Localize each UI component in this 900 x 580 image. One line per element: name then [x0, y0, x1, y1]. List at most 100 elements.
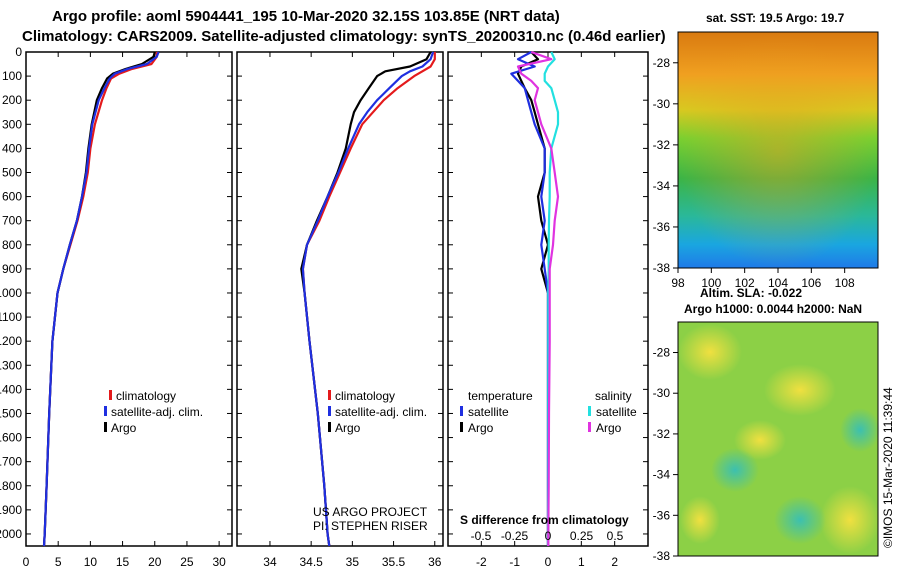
legend-label-satellite: satellite-adj. clim.: [111, 405, 203, 419]
depth-tick-label: 2000: [0, 527, 22, 541]
legend-swatch-satellite: [104, 406, 107, 416]
sst-y-tick-label: -32: [653, 138, 671, 152]
legend-label-sal-satellite: satellite: [596, 405, 637, 419]
legend-label-satellite: satellite-adj. clim.: [335, 405, 427, 419]
x-tick-label: 0: [545, 555, 552, 569]
sst-x-tick-label: 98: [671, 276, 685, 290]
legend-title-salinity: salinity: [595, 389, 632, 403]
salinity-diff-tick-label: -0.25: [501, 529, 529, 543]
sla-y-tick-label: -38: [653, 549, 671, 563]
x-tick-label: 34: [263, 555, 277, 569]
legend-label-argo: Argo: [335, 421, 361, 435]
depth-tick-label: 300: [2, 117, 22, 131]
depth-tick-label: 1800: [0, 479, 22, 493]
sst-map-panel: sat. SST: 19.5 Argo: 19.7 -28 -30 -32 -34 -3…: [653, 11, 879, 290]
depth-axis-labels: 0 100 200 300 400 500 600 700 800 900 1000 1100 1200…: [0, 45, 22, 541]
legend-title-temperature: temperature: [468, 389, 533, 403]
x-tick-label: 15: [116, 555, 130, 569]
depth-tick-label: 1400: [0, 382, 22, 396]
sla-y-tick-label: -36: [653, 508, 671, 522]
legend-swatch-argo: [328, 422, 331, 432]
sla-y-tick-label: -32: [653, 427, 671, 441]
depth-tick-label: 1900: [0, 503, 22, 517]
depth-tick-label: 600: [2, 190, 22, 204]
depth-tick-label: 200: [2, 93, 22, 107]
salinity-legend: climatology satellite-adj. clim. Argo: [328, 389, 427, 435]
x-tick-label: 30: [212, 555, 226, 569]
legend-swatch-climatology: [109, 390, 112, 400]
sst-x-tick-label: 104: [768, 276, 788, 290]
x-tick-label: 25: [180, 555, 194, 569]
salinity-diff-tick-label: 0.5: [607, 529, 624, 543]
depth-tick-label: 1200: [0, 334, 22, 348]
sla-map-panel: Altim. SLA: -0.022 Argo h1000: 0.0044 h2…: [653, 286, 880, 563]
series-line-satellite-adj-clim-: [301, 51, 435, 547]
legend-swatch-satellite: [328, 406, 331, 416]
salinity-frame: [236, 51, 444, 547]
legend-swatch-climatology: [328, 390, 331, 400]
sla-y-tick-label: -34: [653, 468, 671, 482]
sst-y-tick-label: -34: [653, 179, 671, 193]
sst-x-tick-label: 106: [801, 276, 821, 290]
depth-tick-label: 900: [2, 262, 22, 276]
depth-tick-label: 1300: [0, 358, 22, 372]
x-tick-label: 35.5: [382, 555, 406, 569]
credit-project: US ARGO PROJECT: [313, 505, 428, 519]
sst-y-tick-label: -36: [653, 220, 671, 234]
header-title: Argo profile: aoml 5904441_195 10-Mar-20…: [52, 8, 560, 25]
legend-swatch-temp-satellite: [460, 406, 463, 416]
sla-map-blobs: [678, 324, 880, 554]
sla-map-subtitle: Argo h1000: 0.0044 h2000: NaN: [684, 302, 862, 316]
sst-map-title: sat. SST: 19.5 Argo: 19.7: [706, 11, 845, 25]
credit-pi: PI: STEPHEN RISER: [313, 519, 428, 533]
x-tick-label: 10: [84, 555, 98, 569]
x-tick-label: 0: [23, 555, 30, 569]
sst-y-tick-label: -28: [653, 56, 671, 70]
difference-panel: -2 -1 0 1 2 temperature salinity satellite A…: [447, 50, 649, 569]
difference-legend: temperature salinity satellite Argo sate…: [460, 389, 637, 435]
depth-tick-label: 400: [2, 141, 22, 155]
sst-x-tick-label: 102: [735, 276, 755, 290]
x-tick-label: 1: [578, 555, 585, 569]
legend-swatch-sal-argo: [588, 422, 591, 432]
salinity-diff-tick-label: 0.25: [570, 529, 594, 543]
x-tick-label: 35: [346, 555, 360, 569]
series-line-salinity-argo: [516, 50, 560, 546]
x-tick-label: 36: [428, 555, 442, 569]
difference-footer: S difference from climatology: [460, 513, 629, 527]
imos-watermark: ©IMOS 15-Mar-2020 11:39:44: [881, 387, 895, 548]
legend-swatch-sal-satellite: [588, 406, 591, 416]
legend-swatch-temp-argo: [460, 422, 463, 432]
legend-label-climatology: climatology: [335, 389, 395, 403]
sst-map-texture: [678, 32, 878, 268]
x-tick-label: 5: [55, 555, 62, 569]
header-climatology: Climatology: CARS2009. Satellite-adjuste…: [22, 28, 666, 45]
x-tick-label: 2: [611, 555, 618, 569]
depth-tick-label: 100: [2, 69, 22, 83]
legend-label-argo: Argo: [111, 421, 137, 435]
x-tick-label: 20: [148, 555, 162, 569]
depth-tick-label: 700: [2, 214, 22, 228]
salinity-diff-tick-label: -0.5: [471, 529, 492, 543]
sla-y-tick-label: -28: [653, 346, 671, 360]
depth-tick-label: 500: [2, 165, 22, 179]
legend-label-climatology: climatology: [116, 389, 176, 403]
legend-swatch-argo: [104, 422, 107, 432]
legend-label-sal-argo: Argo: [596, 421, 622, 435]
depth-tick-label: 800: [2, 238, 22, 252]
series-line-satellite-adj-clim-: [42, 51, 160, 547]
legend-label-temp-argo: Argo: [468, 421, 494, 435]
sst-y-tick-label: -38: [653, 261, 671, 275]
sst-x-tick-label: 100: [701, 276, 721, 290]
depth-tick-label: 0: [15, 45, 22, 59]
sst-x-tick-label: 108: [835, 276, 855, 290]
temperature-panel: 0 5 10 15 20 25 30 climatology satellite-adj. …: [23, 51, 233, 569]
depth-tick-label: 1500: [0, 406, 22, 420]
depth-tick-label: 1700: [0, 455, 22, 469]
depth-tick-label: 1000: [0, 286, 22, 300]
sla-map-title: Altim. SLA: -0.022: [700, 286, 802, 300]
legend-label-temp-satellite: satellite: [468, 405, 509, 419]
salinity-diff-tick-label: 0: [545, 529, 552, 543]
depth-tick-label: 1100: [0, 310, 22, 324]
